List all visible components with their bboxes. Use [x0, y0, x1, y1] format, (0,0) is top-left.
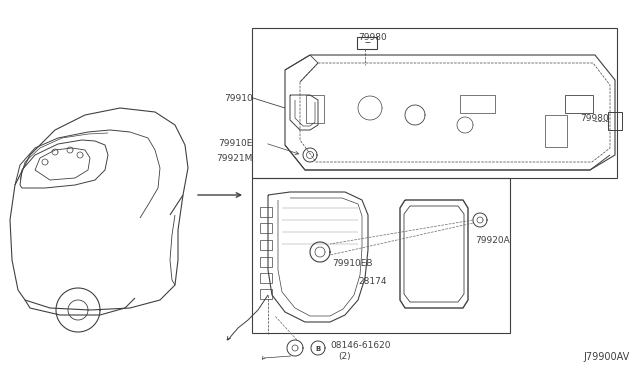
Text: 79910: 79910	[224, 93, 253, 103]
Text: 79980: 79980	[580, 113, 609, 122]
Bar	[565, 95, 593, 113]
Bar	[260, 257, 272, 267]
Text: 79921M: 79921M	[216, 154, 253, 163]
Text: 79980: 79980	[358, 32, 387, 42]
Bar	[460, 95, 495, 113]
Text: 08146-61620: 08146-61620	[330, 341, 390, 350]
Bar	[260, 223, 272, 233]
Bar	[252, 178, 510, 333]
Text: B: B	[316, 346, 321, 352]
Text: 79910EB: 79910EB	[332, 259, 372, 267]
Text: 79910E: 79910E	[219, 138, 253, 148]
Text: 28174: 28174	[358, 278, 387, 286]
Bar	[608, 112, 622, 130]
Bar	[260, 207, 272, 217]
Bar	[260, 240, 272, 250]
Text: J79900AV: J79900AV	[584, 352, 630, 362]
Bar	[252, 28, 617, 178]
Text: (2): (2)	[338, 352, 351, 360]
Bar	[545, 115, 567, 147]
Bar	[306, 95, 324, 123]
Bar	[260, 289, 272, 299]
Text: 79920A: 79920A	[475, 235, 509, 244]
Bar	[357, 37, 377, 49]
Bar	[260, 273, 272, 283]
